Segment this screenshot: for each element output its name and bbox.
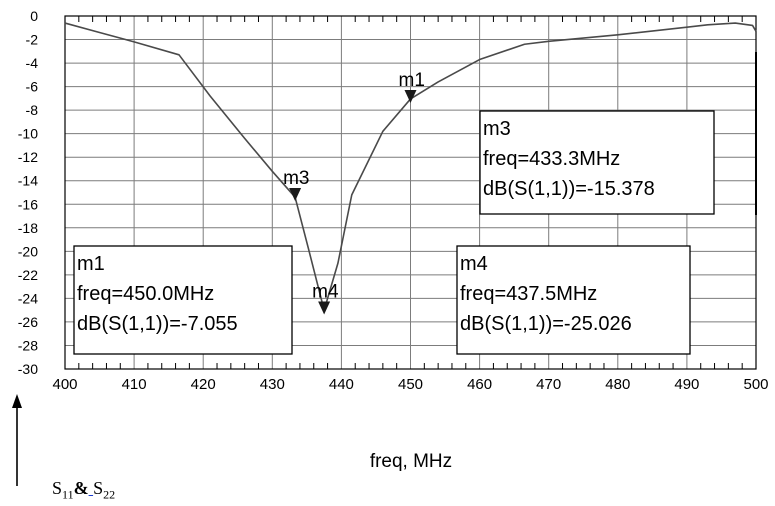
marker-triangle-m4 [318, 301, 331, 315]
y-tick-label: -6 [26, 79, 39, 95]
y-tick-label: -30 [18, 361, 38, 377]
x-tick-label: 440 [329, 376, 354, 393]
arrow-up-icon [12, 394, 22, 486]
readout-box-m4 [456, 245, 691, 355]
readout-line-m3: m3 [483, 118, 511, 140]
marker-readouts: m3 freq=433.3MHz dB(S(1,1))=-15.378 m1 freq=… [73, 110, 715, 355]
y-tick-label: -28 [18, 337, 38, 353]
y-tick-label: -16 [18, 196, 38, 212]
y-tick-label: -24 [18, 290, 38, 306]
y-tick-label: -22 [18, 267, 38, 283]
x-tick-label: 490 [674, 376, 699, 393]
readout-line-m3: freq=433.3MHz [483, 148, 620, 170]
y-tick-label: -8 [26, 102, 39, 118]
curve-layer [64, 22, 757, 311]
y-tick-label: -2 [26, 32, 39, 48]
x-tick-label: 420 [191, 376, 216, 393]
series-line [64, 22, 757, 311]
readout-line-m4: freq=437.5MHz [460, 283, 597, 305]
caption-ampersand: & [73, 478, 89, 498]
x-tick-label: 500 [743, 376, 768, 393]
caption-sub-11: 11 [62, 487, 74, 502]
x-tick-label: 480 [605, 376, 630, 393]
y-tick-label: -20 [18, 243, 38, 259]
readout-line-m4: m4 [460, 253, 488, 275]
x-tick-label: 410 [122, 376, 147, 393]
y-tick-label: -10 [18, 126, 38, 142]
x-tick-label: 450 [398, 376, 423, 393]
marker-label-m4: m4 [312, 281, 339, 302]
s-parameter-caption: S11& S22 [52, 478, 115, 503]
readout-line-m1: m1 [77, 253, 105, 275]
x-tick-label: 430 [260, 376, 285, 393]
x-tick-label: 460 [467, 376, 492, 393]
x-tick-label: 400 [52, 376, 77, 393]
readout-box-m1 [73, 245, 293, 355]
readout-line-m4: dB(S(1,1))=-25.026 [460, 313, 632, 335]
readout-line-m1: dB(S(1,1))=-7.055 [77, 313, 238, 335]
marker-label-m3: m3 [283, 168, 309, 189]
caption-s: S [52, 478, 63, 498]
marker-label-m1: m1 [399, 70, 425, 91]
readout-line-m1: freq=450.0MHz [77, 283, 214, 305]
marker-triangle-m3 [289, 187, 302, 201]
readout-box-m3 [479, 110, 715, 215]
caption-sub-22: 22 [103, 487, 116, 502]
readout-line-m3: dB(S(1,1))=-15.378 [483, 178, 655, 200]
y-tick-label: -4 [26, 55, 39, 71]
y-tick-label: -26 [18, 314, 38, 330]
marker-triangle-m1 [404, 90, 417, 104]
y-tick-label: -14 [18, 173, 38, 189]
tick-labels: 0 -2 -4 -6 -8 -10 -12 -14 -16 -18 -20 -22 -24 -26 -28 -… [18, 8, 769, 393]
x-tick-label: 470 [536, 376, 561, 393]
x-axis-label: freq, MHz [370, 451, 452, 472]
caption-s2: S [93, 478, 104, 498]
markers: m1 m3 m4 [283, 70, 425, 315]
y-tick-label: -12 [18, 149, 38, 165]
y-tick-label: 0 [30, 8, 38, 24]
y-tick-label: -18 [18, 220, 38, 236]
